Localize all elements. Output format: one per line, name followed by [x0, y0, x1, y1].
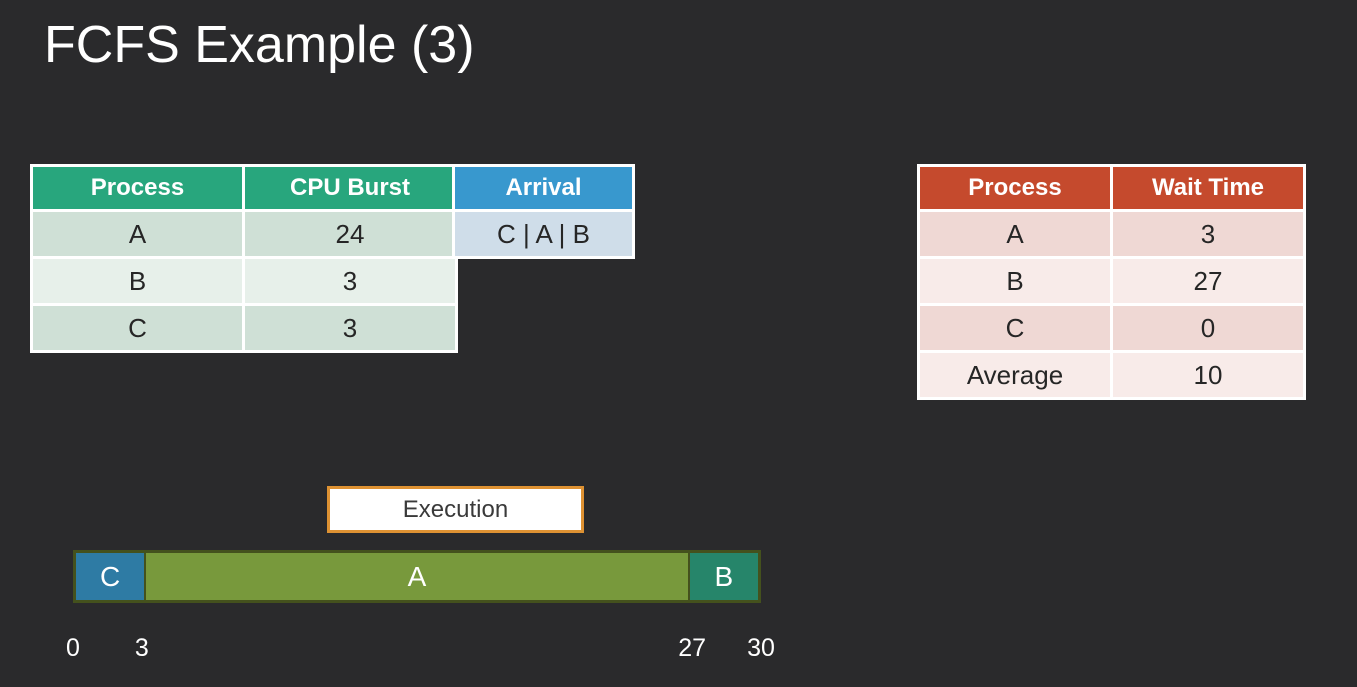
- wait-cell-process-c: C: [920, 306, 1110, 350]
- burst-cell-value-a: 24: [245, 212, 455, 256]
- wait-cell-value-a: 3: [1113, 212, 1303, 256]
- timeline-tick-3: 3: [134, 634, 149, 662]
- burst-cell-process-c: C: [33, 306, 242, 350]
- execution-label: Execution: [327, 486, 584, 533]
- table-row: C | A | B: [455, 212, 632, 256]
- wait-time-table: Process Wait Time A 3 B 27 C 0 Average 1…: [917, 164, 1306, 400]
- table-row: B 27: [920, 259, 1303, 303]
- table-header-row: Process Wait Time: [920, 167, 1303, 209]
- page-title: FCFS Example (3): [44, 16, 475, 74]
- gantt-segment-a: A: [144, 553, 690, 600]
- cpu-burst-table: Process CPU Burst A 24 B 3 C 3: [30, 164, 458, 353]
- table-row: C 0: [920, 306, 1303, 350]
- wait-cell-average-label: Average: [920, 353, 1110, 397]
- table-row: Average 10: [920, 353, 1303, 397]
- arrival-table: Arrival C | A | B: [452, 164, 635, 259]
- wait-cell-value-b: 27: [1113, 259, 1303, 303]
- execution-gantt-bar: C A B: [73, 550, 761, 603]
- gantt-segment-c: C: [76, 553, 145, 600]
- timeline-tick-0: 0: [66, 634, 80, 662]
- burst-header-cpu-burst: CPU Burst: [245, 167, 455, 209]
- arrival-order-value: C | A | B: [455, 212, 632, 256]
- burst-cell-process-a: A: [33, 212, 242, 256]
- table-row: C 3: [33, 306, 455, 350]
- table-row: B 3: [33, 259, 455, 303]
- timeline-tick-30: 30: [747, 634, 775, 662]
- wait-header-process: Process: [920, 167, 1110, 209]
- timeline-ticks: 0 3 27 30: [66, 634, 775, 668]
- burst-header-process: Process: [33, 167, 242, 209]
- burst-cell-value-b: 3: [245, 259, 455, 303]
- table-row: A 24: [33, 212, 455, 256]
- wait-cell-process-b: B: [920, 259, 1110, 303]
- table-row: A 3: [920, 212, 1303, 256]
- gantt-segment-b: B: [689, 553, 758, 600]
- timeline-tick-27: 27: [678, 634, 707, 662]
- wait-cell-process-a: A: [920, 212, 1110, 256]
- wait-cell-value-c: 0: [1113, 306, 1303, 350]
- arrival-header: Arrival: [455, 167, 632, 209]
- wait-cell-average-value: 10: [1113, 353, 1303, 397]
- burst-cell-value-c: 3: [245, 306, 455, 350]
- wait-header-wait-time: Wait Time: [1113, 167, 1303, 209]
- table-header-row: Arrival: [455, 167, 632, 209]
- burst-cell-process-b: B: [33, 259, 242, 303]
- table-header-row: Process CPU Burst: [33, 167, 455, 209]
